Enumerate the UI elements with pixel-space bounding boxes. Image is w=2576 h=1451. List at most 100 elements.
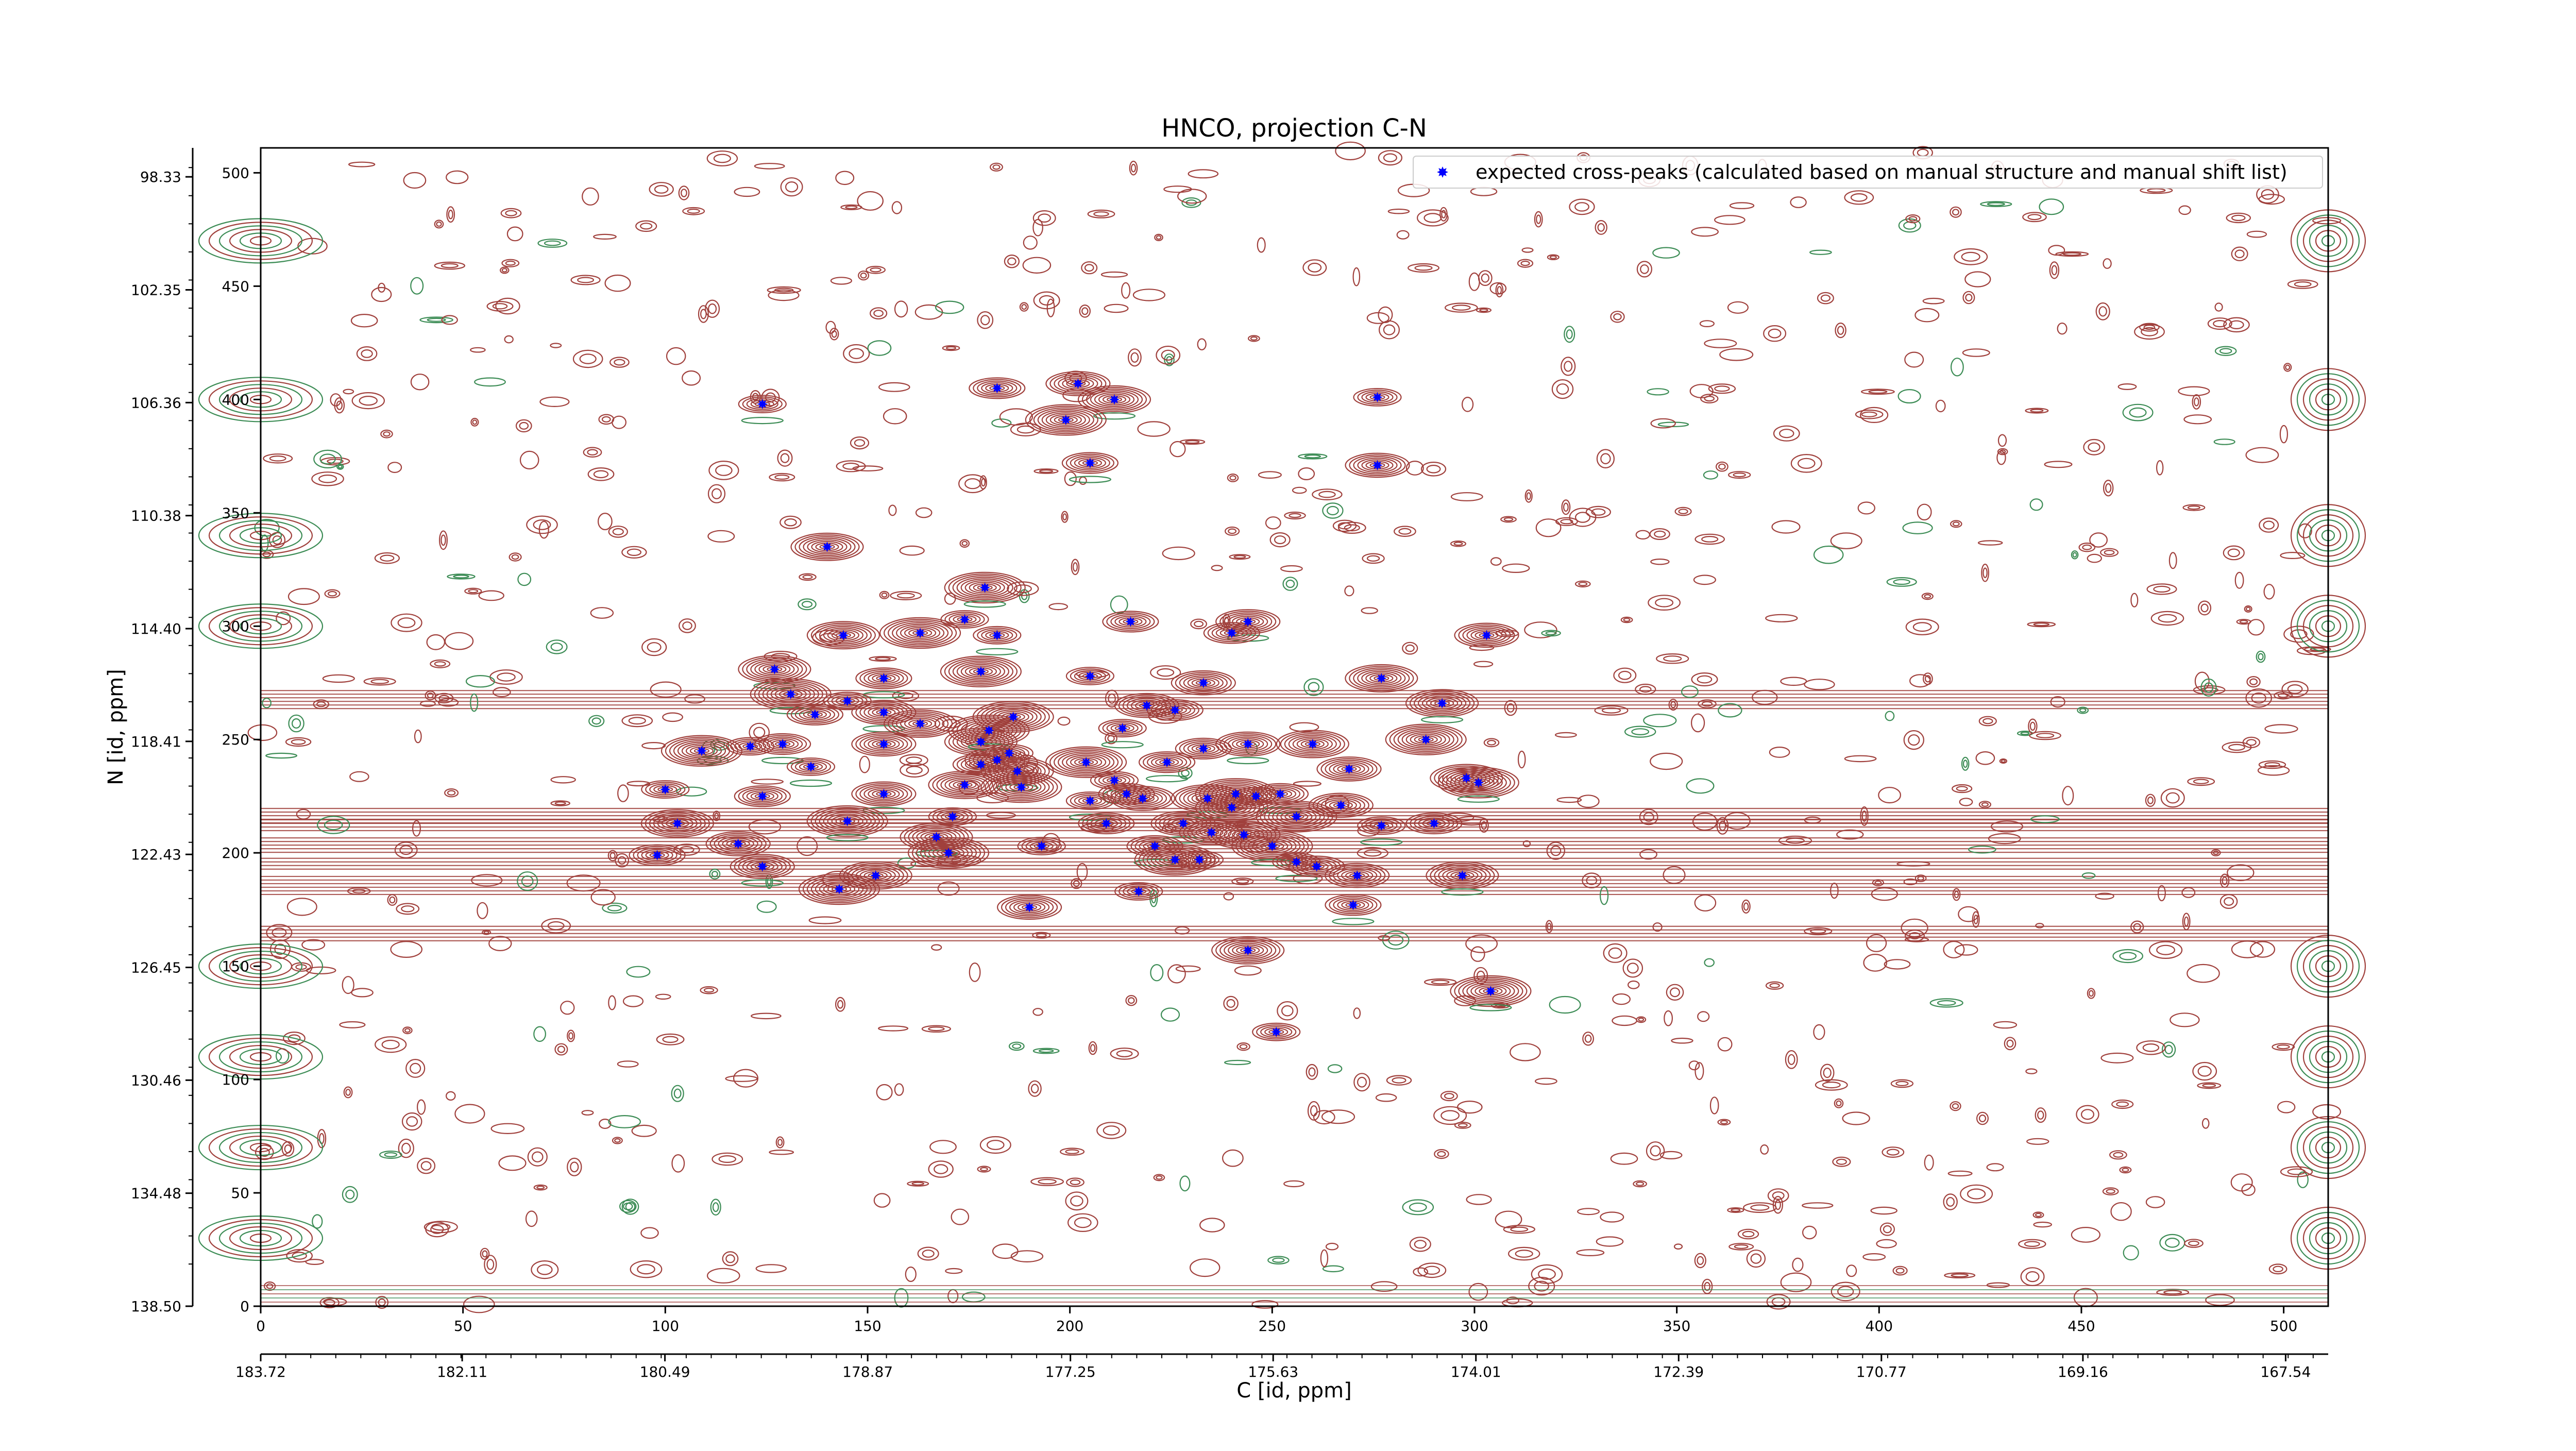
contour-noise xyxy=(1387,208,1410,214)
contour-peak xyxy=(1228,736,1268,752)
contour-noise xyxy=(1999,449,2006,454)
contour-peak xyxy=(819,626,868,645)
contour-noise xyxy=(873,310,884,317)
contour-noise xyxy=(2071,550,2079,560)
contour-noise xyxy=(478,590,504,601)
contour-noise xyxy=(1093,211,1109,217)
contour-noise xyxy=(1408,263,1439,273)
contour-noise xyxy=(550,800,571,806)
contour-noise xyxy=(1524,489,1533,503)
contour-noise xyxy=(1320,1249,1329,1268)
contour-noise xyxy=(869,307,888,319)
contour-noise xyxy=(554,1043,568,1056)
contour-noise xyxy=(2187,505,2200,510)
contour-noise xyxy=(2036,733,2055,738)
contour-noise xyxy=(2312,1104,2342,1120)
contour-noise xyxy=(2083,438,2105,455)
contour-noise xyxy=(1823,1067,1832,1078)
contour-noise xyxy=(1506,703,1515,713)
contour-noise xyxy=(2223,545,2245,561)
contour-peak xyxy=(1470,629,1503,642)
contour-noise xyxy=(567,1030,575,1042)
contour-peak xyxy=(948,779,981,791)
contour-noise xyxy=(420,1161,432,1171)
contour-noise xyxy=(935,300,964,314)
contour-noise xyxy=(1987,202,2005,206)
contour-noise xyxy=(1526,492,1531,500)
contour-peak xyxy=(1349,666,1414,691)
contour-noise xyxy=(399,845,413,855)
contour-noise xyxy=(2226,212,2251,224)
contour-noise xyxy=(1834,1098,1844,1108)
contour-noise xyxy=(1850,193,1868,202)
contour-noise xyxy=(2244,605,2252,613)
contour-noise xyxy=(1153,1174,1165,1182)
contour-noise xyxy=(890,590,922,601)
contour-peak xyxy=(1122,790,1163,806)
contour-noise xyxy=(1922,297,1945,305)
contour-noise xyxy=(1555,517,1578,526)
contour-noise xyxy=(351,988,374,998)
contour-noise xyxy=(1298,467,1315,480)
contour-noise xyxy=(1872,879,1884,886)
contour-noise xyxy=(359,395,378,406)
x-axis-label: C [id, ppm] xyxy=(1236,1379,1352,1403)
contour-peak xyxy=(887,620,953,646)
contour-noise xyxy=(272,927,287,938)
contour-peak xyxy=(1296,738,1329,750)
contour-noise xyxy=(2103,480,2114,497)
contour-noise xyxy=(1924,675,1931,683)
contour-noise xyxy=(2246,230,2267,238)
contour-noise xyxy=(1281,1005,1294,1017)
contour-noise xyxy=(655,993,671,1000)
contour-noise xyxy=(1693,575,1716,585)
contour-noise xyxy=(1996,450,2006,465)
cross-peak-marker xyxy=(1344,764,1354,774)
contour-noise xyxy=(1813,545,1844,564)
contour-noise xyxy=(1729,202,1755,209)
contour-noise xyxy=(1353,1073,1370,1092)
contour-noise xyxy=(1952,521,1960,527)
cross-peak-marker xyxy=(1226,628,1237,638)
contour-noise xyxy=(1698,699,1717,708)
x-index-tick-label: 150 xyxy=(854,1318,881,1335)
cross-peak-marker xyxy=(915,718,926,729)
contour-peak xyxy=(657,816,698,831)
contour-noise xyxy=(1306,1064,1318,1080)
contour-peak xyxy=(1418,694,1467,713)
contour-noise xyxy=(1952,888,1961,901)
contour-noise xyxy=(1127,348,1142,367)
contour-noise xyxy=(1830,532,1862,549)
contour-noise xyxy=(1318,491,1336,498)
contour-noise xyxy=(1717,1119,1731,1126)
contour-noise xyxy=(951,1208,970,1225)
contour-peak xyxy=(851,866,900,885)
contour-noise xyxy=(2207,317,2232,330)
cross-peak-marker xyxy=(1170,854,1180,865)
contour-noise xyxy=(1510,1043,1541,1061)
contour-noise xyxy=(2147,796,2154,804)
contour-peak xyxy=(754,733,811,755)
cross-peak-marker xyxy=(1198,743,1209,754)
contour-peak xyxy=(734,855,791,878)
contour-noise xyxy=(1691,713,1705,733)
contour-noise xyxy=(1905,618,1939,635)
contour-noise xyxy=(2256,650,2266,663)
contour-noise xyxy=(440,263,459,268)
contour-noise xyxy=(1503,517,1514,521)
contour-peak xyxy=(1215,938,1281,963)
contour-peak xyxy=(1054,749,1119,775)
contour-noise xyxy=(1595,220,1607,235)
contour-peak xyxy=(640,809,715,838)
contour-noise xyxy=(1481,821,1487,830)
contour-noise xyxy=(1344,524,1360,532)
x-index-tick-label: 300 xyxy=(1461,1318,1488,1335)
contour-noise xyxy=(1321,1109,1355,1124)
contour-peak xyxy=(1466,628,1507,643)
contour-noise xyxy=(2088,442,2100,452)
contour-peak xyxy=(981,629,1013,642)
contour-peak xyxy=(1106,786,1147,802)
contour-noise xyxy=(905,1267,917,1283)
contour-noise xyxy=(2181,887,2196,898)
contour-noise xyxy=(255,1144,274,1160)
